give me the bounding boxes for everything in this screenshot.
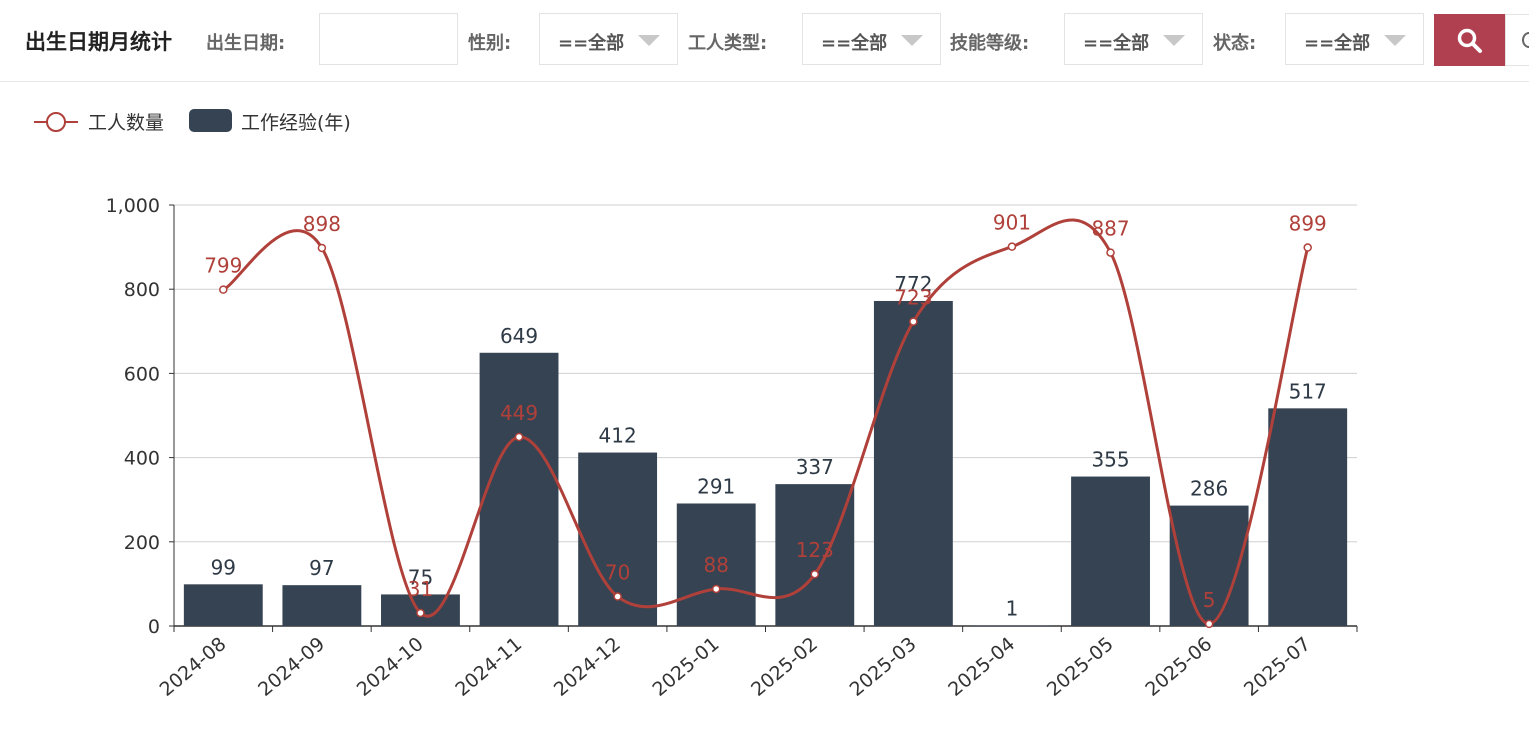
line-point (1303, 243, 1312, 252)
line-point (514, 432, 524, 442)
line-series (222, 218, 1310, 626)
line-data-label: 88 (703, 553, 728, 577)
line-point (711, 584, 721, 594)
x-tick-label: 2025-05 (1043, 633, 1118, 701)
status-select[interactable]: ==全部 (1285, 13, 1424, 65)
y-tick-label: 800 (124, 279, 160, 301)
line-point (613, 592, 622, 601)
x-tick-label: 2025-02 (747, 633, 822, 701)
bar (972, 625, 1052, 627)
worker-type-label: 工人类型: (688, 33, 768, 54)
birth-date-label: 出生日期: (206, 33, 286, 54)
bar-data-label: 99 (211, 555, 236, 579)
legend-line-label[interactable]: 工人数量 (88, 112, 165, 134)
line-data-label: 887 (1091, 217, 1129, 241)
bar-data-label: 772 (894, 272, 932, 296)
y-tick-label: 400 (124, 448, 160, 470)
bar-data-label: 1 (1006, 597, 1019, 621)
gender-label: 性别: (468, 33, 512, 54)
x-tick-label: 2024-11 (451, 633, 526, 701)
bar-data-label: 517 (1289, 379, 1327, 403)
bar-data-label: 649 (500, 324, 538, 348)
line-point (810, 569, 820, 579)
page-title: 出生日期月统计 (25, 30, 172, 54)
legend-bar-swatch[interactable] (189, 109, 232, 132)
bar (873, 300, 953, 626)
bar-data-label: 337 (796, 455, 834, 479)
birth-date-input[interactable] (319, 13, 458, 65)
skill-level-label: 技能等级: (950, 33, 1030, 54)
gender-select[interactable]: ==全部 (539, 13, 678, 65)
skill-level-select[interactable]: ==全部 (1064, 13, 1203, 65)
bar-data-label: 286 (1190, 477, 1228, 501)
legend-line-swatch[interactable] (34, 112, 80, 132)
search-button[interactable] (1434, 14, 1505, 66)
bar-data-label: 412 (599, 424, 637, 448)
chevron-down-icon (638, 35, 660, 46)
search-icon (1457, 28, 1482, 53)
line-data-label: 898 (303, 212, 341, 236)
y-tick-label: 0 (148, 616, 160, 638)
bar (183, 584, 263, 626)
bar (479, 352, 559, 626)
chevron-down-icon (901, 35, 923, 46)
y-tick-label: 600 (124, 363, 160, 385)
refresh-icon (1522, 32, 1529, 48)
x-tick-label: 2025-06 (1141, 633, 1216, 701)
bar-data-label: 291 (697, 474, 735, 498)
line-data-label: 799 (204, 254, 242, 278)
status-label: 状态: (1213, 33, 1257, 54)
line-data-label: 31 (408, 577, 433, 601)
status-select-value: ==全部 (1304, 33, 1371, 54)
line-point (1007, 242, 1017, 251)
reset-button[interactable] (1505, 14, 1529, 66)
worker-type-select-value: ==全部 (821, 33, 888, 54)
x-tick-label: 2024-12 (550, 633, 625, 701)
chevron-down-icon (1384, 35, 1406, 46)
skill-level-select-value: ==全部 (1083, 33, 1150, 54)
bar-data-label: 75 (408, 565, 433, 589)
bar-data-label: 97 (309, 556, 334, 580)
worker-type-select[interactable]: ==全部 (802, 13, 941, 65)
bar (1071, 476, 1150, 626)
line-data-label: 449 (500, 401, 538, 425)
x-tick-label: 2025-03 (846, 633, 921, 701)
line-point (219, 285, 228, 294)
line-data-label: 123 (796, 538, 834, 562)
chevron-down-icon (1163, 35, 1185, 46)
y-tick-label: 1,000 (106, 195, 160, 217)
line-point (1204, 619, 1214, 629)
legend-bar-label[interactable]: 工作经验(年) (241, 112, 351, 134)
gender-select-value: ==全部 (558, 33, 625, 54)
bar (775, 484, 855, 626)
x-tick-label: 2025-01 (648, 633, 723, 701)
x-tick-label: 2025-04 (944, 633, 1019, 701)
bar (1268, 408, 1348, 626)
x-tick-label: 2024-10 (353, 633, 428, 701)
filter-toolbar: 出生日期月统计 出生日期: 性别: ==全部 工人类型: ==全部 技能等级: … (0, 0, 1529, 82)
line-data-label: 70 (605, 561, 630, 585)
line-data-label: 723 (894, 286, 932, 310)
bar-data-label: 355 (1091, 448, 1129, 472)
line-data-label: 901 (993, 211, 1031, 235)
x-tick-label: 2025-07 (1240, 633, 1315, 701)
x-tick-label: 2024-08 (156, 633, 231, 701)
line-data-label: 5 (1203, 588, 1216, 612)
bar (282, 585, 362, 626)
line-point (416, 608, 425, 618)
x-tick-label: 2024-09 (254, 633, 329, 701)
line-point (1106, 248, 1115, 257)
line-data-label: 899 (1289, 212, 1327, 236)
line-point (317, 243, 327, 253)
y-tick-label: 200 (124, 532, 160, 554)
bar (676, 503, 756, 626)
line-point (909, 317, 918, 326)
